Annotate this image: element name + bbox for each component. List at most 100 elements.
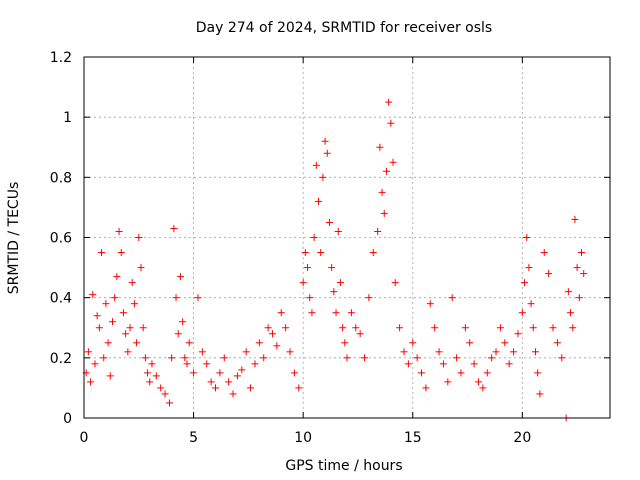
data-point	[525, 264, 533, 272]
data-point	[378, 188, 386, 196]
ticks-layer: 0 0.2 0.4 0.6 0.8 1 1.2 0 5 10 15 20	[50, 50, 610, 446]
data-point	[527, 300, 535, 308]
x-tick-label: 0	[80, 430, 89, 446]
data-point	[361, 354, 369, 362]
data-point	[558, 354, 566, 362]
data-point	[165, 399, 173, 407]
data-point	[106, 372, 114, 380]
data-point	[93, 312, 101, 320]
data-point	[400, 348, 408, 356]
data-point	[102, 300, 110, 308]
data-point	[529, 324, 537, 332]
data-point	[119, 309, 127, 317]
points-layer	[82, 98, 588, 422]
data-point	[301, 249, 309, 257]
data-point	[330, 288, 338, 296]
data-point	[518, 309, 526, 317]
y-tick-label: 1	[63, 110, 72, 126]
data-point	[328, 264, 336, 272]
y-tick-label: 0	[63, 411, 72, 427]
data-point	[255, 339, 263, 347]
x-axis-label: GPS time / hours	[285, 458, 402, 474]
data-point	[521, 279, 529, 287]
data-point	[84, 348, 92, 356]
data-point	[286, 348, 294, 356]
x-tick-label: 5	[189, 430, 198, 446]
data-point	[170, 224, 178, 232]
data-point	[578, 249, 586, 257]
data-point	[488, 354, 496, 362]
data-point	[312, 161, 320, 169]
data-point	[336, 279, 344, 287]
data-point	[157, 384, 165, 392]
data-point	[139, 324, 147, 332]
data-point	[356, 330, 364, 338]
data-point	[523, 234, 531, 241]
data-point	[115, 227, 123, 235]
data-point	[534, 369, 542, 377]
data-point	[282, 324, 290, 332]
data-point	[422, 384, 430, 392]
y-tick-label: 0.8	[50, 170, 72, 186]
data-point	[220, 354, 228, 362]
data-point	[396, 324, 404, 332]
data-point	[190, 369, 198, 377]
data-point	[545, 270, 553, 278]
data-point	[391, 279, 399, 287]
data-point	[128, 279, 136, 287]
data-point	[470, 360, 478, 368]
data-point	[564, 288, 572, 296]
data-point	[505, 360, 513, 368]
data-point	[332, 309, 340, 317]
data-point	[146, 378, 154, 386]
data-point	[492, 348, 500, 356]
data-point	[260, 354, 268, 362]
data-point	[575, 294, 583, 302]
data-point	[514, 330, 522, 338]
data-point	[198, 348, 206, 356]
data-point	[540, 249, 548, 257]
data-point	[124, 348, 132, 356]
data-point	[321, 137, 329, 145]
data-point	[323, 149, 331, 157]
data-point	[374, 227, 382, 235]
data-point	[315, 197, 323, 205]
data-point	[317, 249, 325, 257]
data-point	[87, 378, 95, 386]
data-point	[273, 342, 281, 350]
data-point	[347, 309, 355, 317]
data-point	[435, 348, 443, 356]
y-axis-label: SRMTID / TECUs	[6, 182, 22, 295]
data-point	[113, 273, 121, 281]
data-point	[380, 209, 388, 217]
data-point	[152, 372, 160, 380]
data-point	[339, 324, 347, 332]
data-point	[174, 330, 182, 338]
data-point	[100, 354, 108, 362]
data-point	[290, 369, 298, 377]
data-point	[111, 294, 119, 302]
data-point	[137, 264, 145, 272]
data-point	[117, 249, 125, 257]
data-point	[387, 119, 395, 127]
x-tick-label: 10	[294, 430, 312, 446]
data-point	[343, 354, 351, 362]
data-point	[553, 339, 561, 347]
data-point	[308, 309, 316, 317]
data-point	[319, 173, 327, 181]
data-point	[194, 294, 202, 302]
data-point	[95, 324, 103, 332]
data-point	[569, 324, 577, 332]
data-point	[510, 348, 518, 356]
data-point	[536, 390, 544, 398]
data-point	[277, 309, 285, 317]
data-point	[571, 215, 579, 223]
data-point	[431, 324, 439, 332]
data-point	[212, 384, 219, 392]
data-point	[382, 167, 390, 175]
data-point	[268, 330, 276, 338]
y-tick-label: 0.6	[50, 231, 72, 247]
data-point	[233, 372, 241, 380]
